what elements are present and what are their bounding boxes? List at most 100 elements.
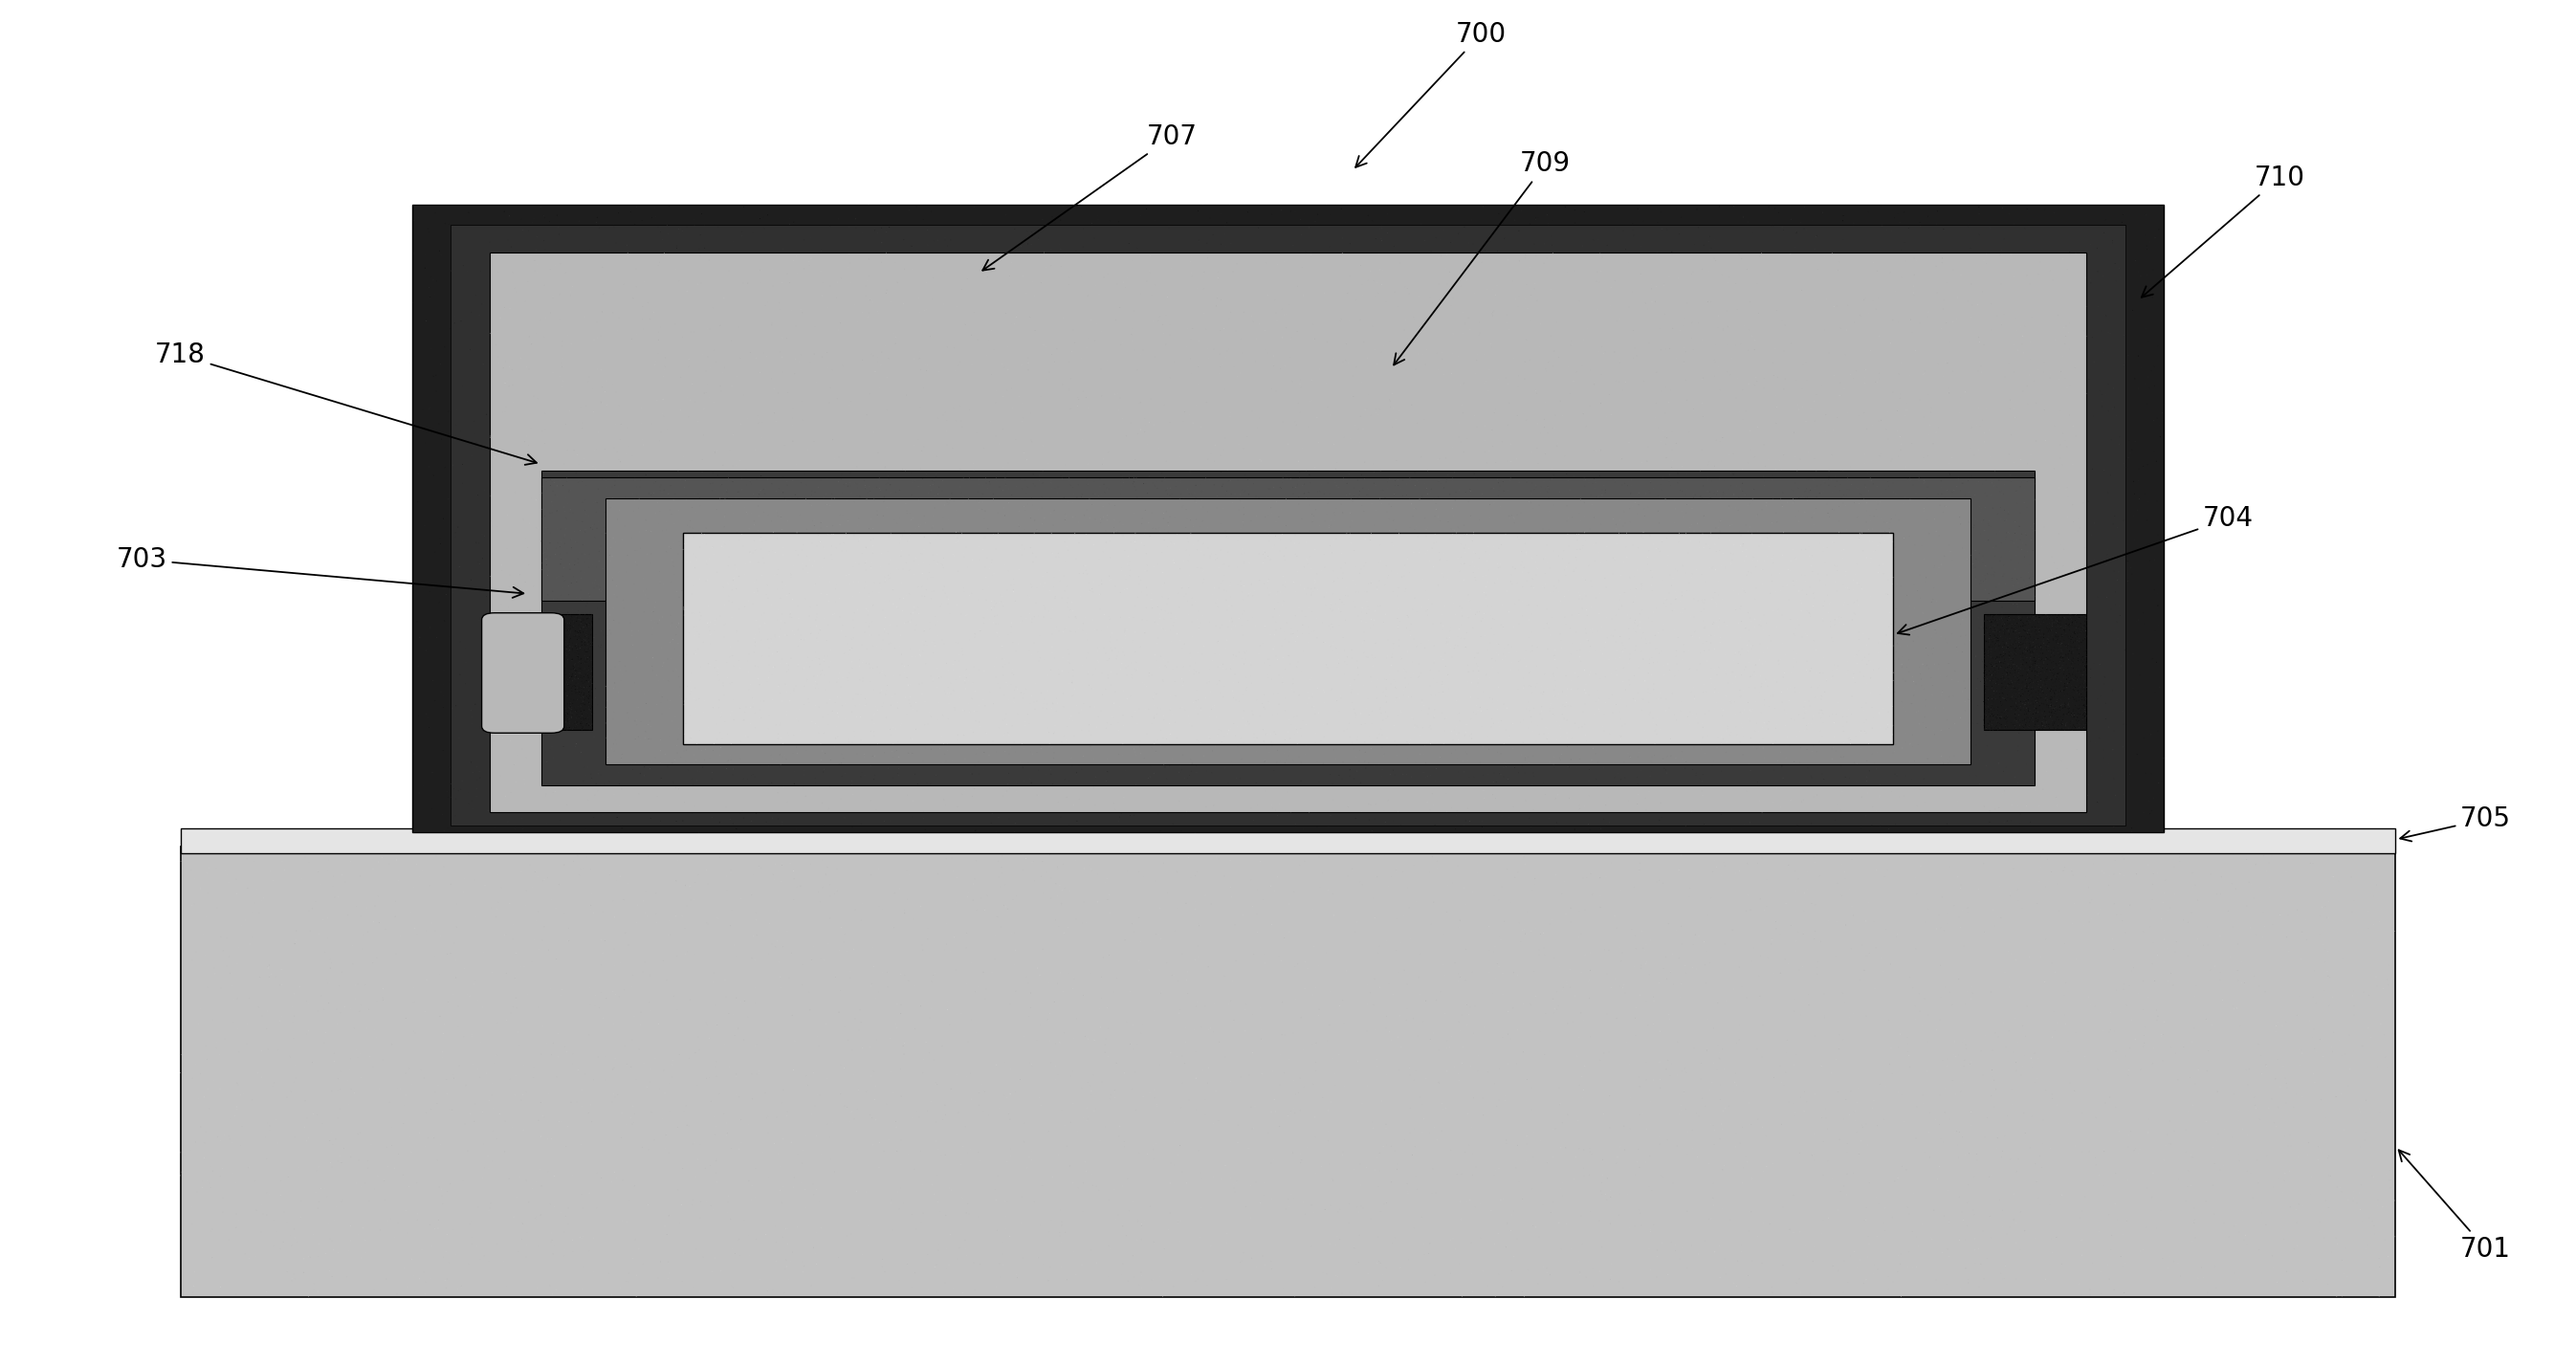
Point [680, 487, 721, 509]
Point [531, 628, 572, 650]
Point [1958, 773, 1999, 794]
Point [999, 505, 1041, 527]
Point [1814, 755, 1855, 777]
Point [1909, 580, 1950, 602]
Point [724, 597, 765, 618]
Point [974, 639, 1015, 661]
Point [829, 643, 871, 665]
Point [536, 627, 577, 648]
Point [760, 483, 801, 505]
Point [1906, 581, 1947, 603]
Point [1283, 344, 1324, 366]
Point [675, 562, 716, 584]
Point [1051, 549, 1092, 571]
Point [587, 493, 629, 515]
Point [683, 689, 724, 711]
Point [629, 497, 670, 519]
Point [783, 767, 824, 789]
Point [1422, 586, 1463, 607]
Point [1229, 557, 1270, 579]
Point [309, 1212, 350, 1234]
Point [716, 710, 757, 732]
Point [2102, 515, 2143, 536]
Point [1347, 591, 1388, 613]
Point [994, 1055, 1036, 1077]
Point [711, 599, 752, 621]
Point [461, 523, 502, 545]
Point [1834, 685, 1875, 707]
Point [1687, 639, 1728, 661]
Point [1252, 797, 1293, 819]
Point [1546, 506, 1587, 528]
Point [448, 986, 489, 1007]
Point [1528, 728, 1569, 749]
Point [1275, 440, 1316, 461]
Point [1968, 605, 2009, 627]
Point [2349, 1207, 2391, 1229]
Point [1355, 538, 1396, 560]
Point [739, 568, 781, 590]
Point [1873, 741, 1914, 763]
Point [1613, 541, 1654, 562]
Point [1700, 583, 1741, 605]
Point [1922, 1279, 1963, 1301]
Point [2032, 613, 2074, 635]
Point [2030, 684, 2071, 706]
Point [1605, 606, 1646, 628]
Point [2066, 706, 2107, 728]
Point [739, 618, 781, 640]
Point [1046, 680, 1087, 702]
Point [459, 768, 500, 790]
Point [1922, 501, 1963, 523]
Point [477, 617, 518, 639]
Point [489, 617, 531, 639]
Point [1976, 628, 2017, 650]
Point [747, 478, 788, 500]
Point [1110, 706, 1151, 728]
Point [1984, 699, 2025, 721]
Point [1345, 662, 1386, 684]
Point [626, 513, 667, 535]
Point [1981, 714, 2022, 736]
Point [1625, 729, 1667, 751]
Point [1443, 605, 1484, 627]
Point [791, 541, 832, 562]
Point [1440, 553, 1481, 575]
Point [1396, 521, 1437, 543]
Point [497, 677, 538, 699]
Point [2097, 356, 2138, 378]
Point [832, 897, 873, 919]
Point [1558, 542, 1600, 564]
Point [1370, 561, 1412, 583]
Point [724, 669, 765, 691]
Point [1005, 659, 1046, 681]
Point [1394, 654, 1435, 676]
Point [1824, 541, 1865, 562]
Point [1396, 717, 1437, 738]
Point [394, 217, 435, 239]
Point [1401, 571, 1443, 592]
Point [2002, 685, 2043, 707]
Point [747, 543, 788, 565]
Point [1690, 538, 1731, 560]
Point [1097, 663, 1139, 685]
Point [1427, 624, 1468, 646]
Point [1324, 658, 1365, 680]
Point [835, 1267, 876, 1289]
Point [801, 285, 842, 307]
Point [538, 674, 580, 696]
Point [2012, 710, 2053, 732]
Point [1937, 706, 1978, 728]
Point [1280, 573, 1321, 595]
Point [896, 495, 938, 517]
Point [1747, 796, 1788, 818]
Point [930, 662, 971, 684]
Point [1672, 311, 1713, 333]
Point [1242, 307, 1283, 329]
Point [1716, 345, 1757, 367]
Point [1646, 665, 1687, 687]
Point [1664, 792, 1705, 814]
Point [976, 1219, 1018, 1241]
Point [2316, 1227, 2357, 1249]
Point [1144, 1271, 1185, 1293]
